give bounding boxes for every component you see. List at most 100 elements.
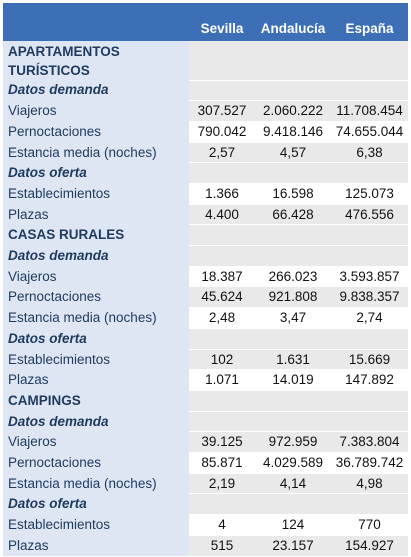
value-cell-espana: 7.383.804 xyxy=(331,431,408,454)
value-cell-sevilla xyxy=(189,493,255,516)
value-cell-andalucia: 4.029.589 xyxy=(255,452,331,474)
value-cell-andalucia xyxy=(255,493,331,516)
value-cell-espana xyxy=(331,80,408,102)
value-cell-sevilla: 1.366 xyxy=(189,183,255,205)
row-label: Establecimientos xyxy=(3,183,189,205)
row-label: Viajeros xyxy=(3,431,189,453)
value-cell-espana xyxy=(331,162,408,184)
value-cell-andalucia: 16.598 xyxy=(255,183,331,205)
value-cell-espana: 6,38 xyxy=(331,142,408,164)
section-label: CAMPINGS xyxy=(3,390,189,412)
value-cell-espana xyxy=(331,411,408,433)
value-cell-espana: 147.892 xyxy=(331,369,408,391)
value-cell-andalucia xyxy=(255,390,331,412)
value-cell-sevilla xyxy=(189,224,255,247)
value-cell-andalucia xyxy=(255,245,331,267)
subsection-row: Datos oferta xyxy=(3,328,408,350)
section-label: CASAS RURALES xyxy=(3,224,189,246)
value-cell-sevilla xyxy=(189,390,255,412)
value-cell-espana: 125.073 xyxy=(331,183,408,205)
section-header-row: APARTAMENTOS TURÍSTICOS xyxy=(3,41,408,81)
value-cell-andalucia xyxy=(255,41,331,81)
value-cell-espana: 74.655.044 xyxy=(331,121,408,143)
row-label: Estancia media (noches) xyxy=(3,142,189,163)
row-label: Plazas xyxy=(3,535,189,557)
value-cell-espana xyxy=(331,41,408,81)
value-cell-andalucia xyxy=(255,328,331,350)
tourism-table-container: Sevilla Andalucía España APARTAMENTOS TU… xyxy=(3,3,408,557)
value-cell-sevilla: 4.400 xyxy=(189,204,255,226)
subsection-label: Datos demanda xyxy=(3,411,189,432)
table-row: Plazas 515 23.157 154.927 xyxy=(3,535,408,557)
value-cell-andalucia: 972.959 xyxy=(255,431,331,454)
row-label: Pernoctaciones xyxy=(3,452,189,474)
row-label: Establecimientos xyxy=(3,349,189,370)
value-cell-sevilla: 1.071 xyxy=(189,369,255,391)
value-cell-andalucia: 124 xyxy=(255,514,331,536)
value-cell-andalucia: 4,14 xyxy=(255,473,331,495)
value-cell-andalucia: 3,47 xyxy=(255,307,331,329)
section-label: APARTAMENTOS TURÍSTICOS xyxy=(3,41,189,80)
value-cell-sevilla: 2,19 xyxy=(189,473,255,495)
table-row: Estancia media (noches) 2,48 3,47 2,74 xyxy=(3,307,408,329)
table-row: Estancia media (noches) 2,57 4,57 6,38 xyxy=(3,142,408,164)
table-row: Pernoctaciones 45.624 921.808 9.838.357 xyxy=(3,286,408,309)
value-cell-sevilla xyxy=(189,328,255,350)
table-body: APARTAMENTOS TURÍSTICOS Datos demanda Viaj… xyxy=(3,41,408,557)
value-cell-espana: 15.669 xyxy=(331,349,408,371)
value-cell-espana xyxy=(331,224,408,247)
subsection-row: Datos oferta xyxy=(3,162,408,184)
value-cell-sevilla: 4 xyxy=(189,514,255,536)
value-cell-sevilla: 515 xyxy=(189,535,255,557)
subsection-row: Datos demanda xyxy=(3,411,408,433)
row-label: Pernoctaciones xyxy=(3,286,189,308)
header-row: Sevilla Andalucía España xyxy=(3,3,408,41)
value-cell-sevilla: 102 xyxy=(189,349,255,371)
table-row: Pernoctaciones 85.871 4.029.589 36.789.742 xyxy=(3,452,408,474)
value-cell-espana: 9.838.357 xyxy=(331,286,408,309)
value-cell-espana: 36.789.742 xyxy=(331,452,408,474)
value-cell-andalucia: 66.428 xyxy=(255,204,331,226)
value-cell-espana xyxy=(331,493,408,516)
value-cell-espana xyxy=(331,390,408,412)
table-row: Viajeros 39.125 972.959 7.383.804 xyxy=(3,431,408,454)
row-label: Establecimientos xyxy=(3,514,189,536)
table-header: Sevilla Andalucía España xyxy=(3,3,408,41)
row-label: Viajeros xyxy=(3,100,189,122)
table-row: Pernoctaciones 790.042 9.418.146 74.655.044 xyxy=(3,121,408,143)
value-cell-sevilla xyxy=(189,41,255,81)
header-cell-andalucia: Andalucía xyxy=(255,3,331,41)
value-cell-sevilla: 2,48 xyxy=(189,307,255,329)
value-cell-andalucia: 1.631 xyxy=(255,349,331,371)
value-cell-sevilla xyxy=(189,162,255,184)
subsection-row: Datos oferta xyxy=(3,493,408,516)
value-cell-sevilla xyxy=(189,411,255,433)
table-row: Plazas 1.071 14.019 147.892 xyxy=(3,369,408,391)
subsection-row: Datos demanda xyxy=(3,245,408,267)
value-cell-andalucia: 14.019 xyxy=(255,369,331,391)
value-cell-andalucia: 9.418.146 xyxy=(255,121,331,143)
value-cell-sevilla: 45.624 xyxy=(189,286,255,309)
value-cell-andalucia xyxy=(255,224,331,247)
value-cell-sevilla: 39.125 xyxy=(189,431,255,454)
table-row: Establecimientos 1.366 16.598 125.073 xyxy=(3,183,408,205)
value-cell-andalucia xyxy=(255,162,331,184)
value-cell-andalucia xyxy=(255,411,331,433)
value-cell-sevilla xyxy=(189,245,255,267)
table-row: Viajeros 18.387 266.023 3.593.857 xyxy=(3,266,408,288)
row-label: Estancia media (noches) xyxy=(3,473,189,494)
value-cell-sevilla: 85.871 xyxy=(189,452,255,474)
value-cell-sevilla: 307.527 xyxy=(189,100,255,122)
value-cell-espana: 11.708.454 xyxy=(331,100,408,122)
table-row: Plazas 4.400 66.428 476.556 xyxy=(3,204,408,226)
value-cell-andalucia: 921.808 xyxy=(255,286,331,309)
subsection-label: Datos demanda xyxy=(3,245,189,267)
value-cell-espana xyxy=(331,245,408,267)
header-cell-empty xyxy=(3,3,189,41)
value-cell-espana xyxy=(331,328,408,350)
row-label: Pernoctaciones xyxy=(3,121,189,143)
row-label: Plazas xyxy=(3,369,189,391)
subsection-label: Datos oferta xyxy=(3,162,189,184)
value-cell-andalucia: 23.157 xyxy=(255,535,331,557)
value-cell-sevilla: 790.042 xyxy=(189,121,255,143)
